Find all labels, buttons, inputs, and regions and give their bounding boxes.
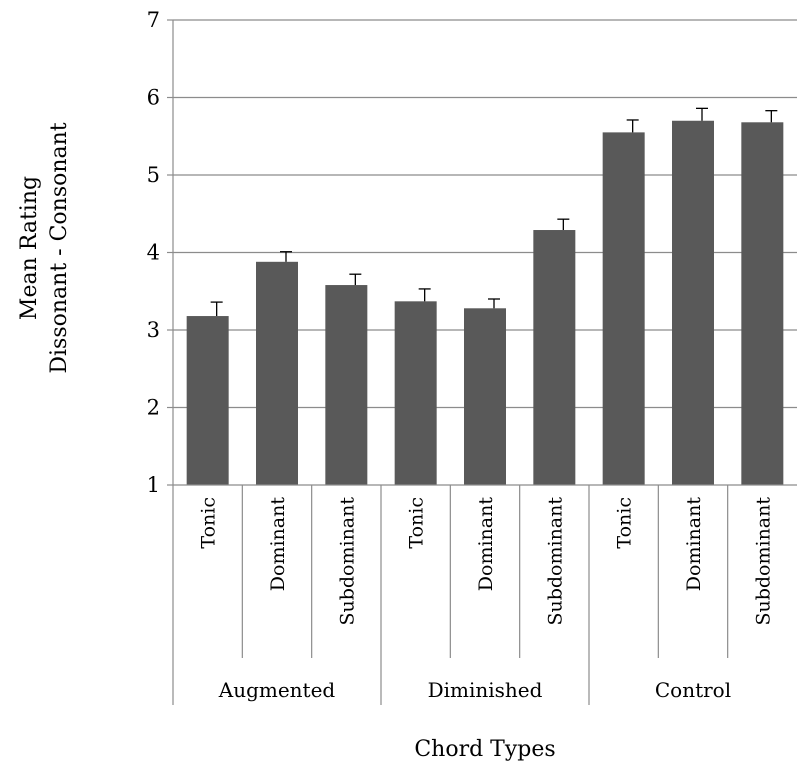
x-tick-label: Tonic <box>614 497 636 549</box>
bar <box>186 316 229 485</box>
group-label: Control <box>655 678 731 702</box>
y-tick-label: 3 <box>147 318 160 342</box>
y-axis-title-line-1: Mean Rating <box>17 176 42 320</box>
bar <box>672 120 714 485</box>
bar <box>256 261 298 485</box>
category-labels: Tonic Dominant Subdominant Tonic Dominant Sub… <box>198 497 775 626</box>
y-axis-title-line-2: Dissonant - Consonant <box>47 122 72 373</box>
bar <box>394 301 437 485</box>
y-tick-label: 1 <box>147 473 160 497</box>
x-tick-label: Subdominant <box>336 497 358 626</box>
axes <box>167 19 797 705</box>
y-tick-labels: 1 2 3 4 5 6 7 <box>147 8 160 497</box>
bar <box>533 230 576 485</box>
group-label: Diminished <box>428 678 543 702</box>
group-labels: Augmented Diminished Control <box>218 678 731 702</box>
x-tick-label: Dominant <box>683 497 705 592</box>
group-label: Augmented <box>218 678 336 702</box>
y-tick-label: 5 <box>147 163 160 187</box>
x-tick-label: Subdominant <box>752 497 774 626</box>
x-tick-label: Subdominant <box>544 497 566 626</box>
bar <box>325 285 368 485</box>
x-tick-label: Dominant <box>475 497 497 592</box>
bar <box>602 132 645 485</box>
error-bars <box>210 107 778 317</box>
bars <box>186 120 784 486</box>
bar <box>741 122 784 486</box>
bar <box>464 308 506 485</box>
y-tick-label: 2 <box>147 396 160 420</box>
x-tick-label: Tonic <box>198 497 220 549</box>
x-tick-label: Dominant <box>267 497 289 592</box>
x-tick-label: Tonic <box>406 497 428 549</box>
y-tick-label: 6 <box>147 86 160 110</box>
x-axis-title: Chord Types <box>414 737 555 762</box>
y-tick-label: 7 <box>147 8 160 32</box>
y-tick-label: 4 <box>147 241 160 265</box>
